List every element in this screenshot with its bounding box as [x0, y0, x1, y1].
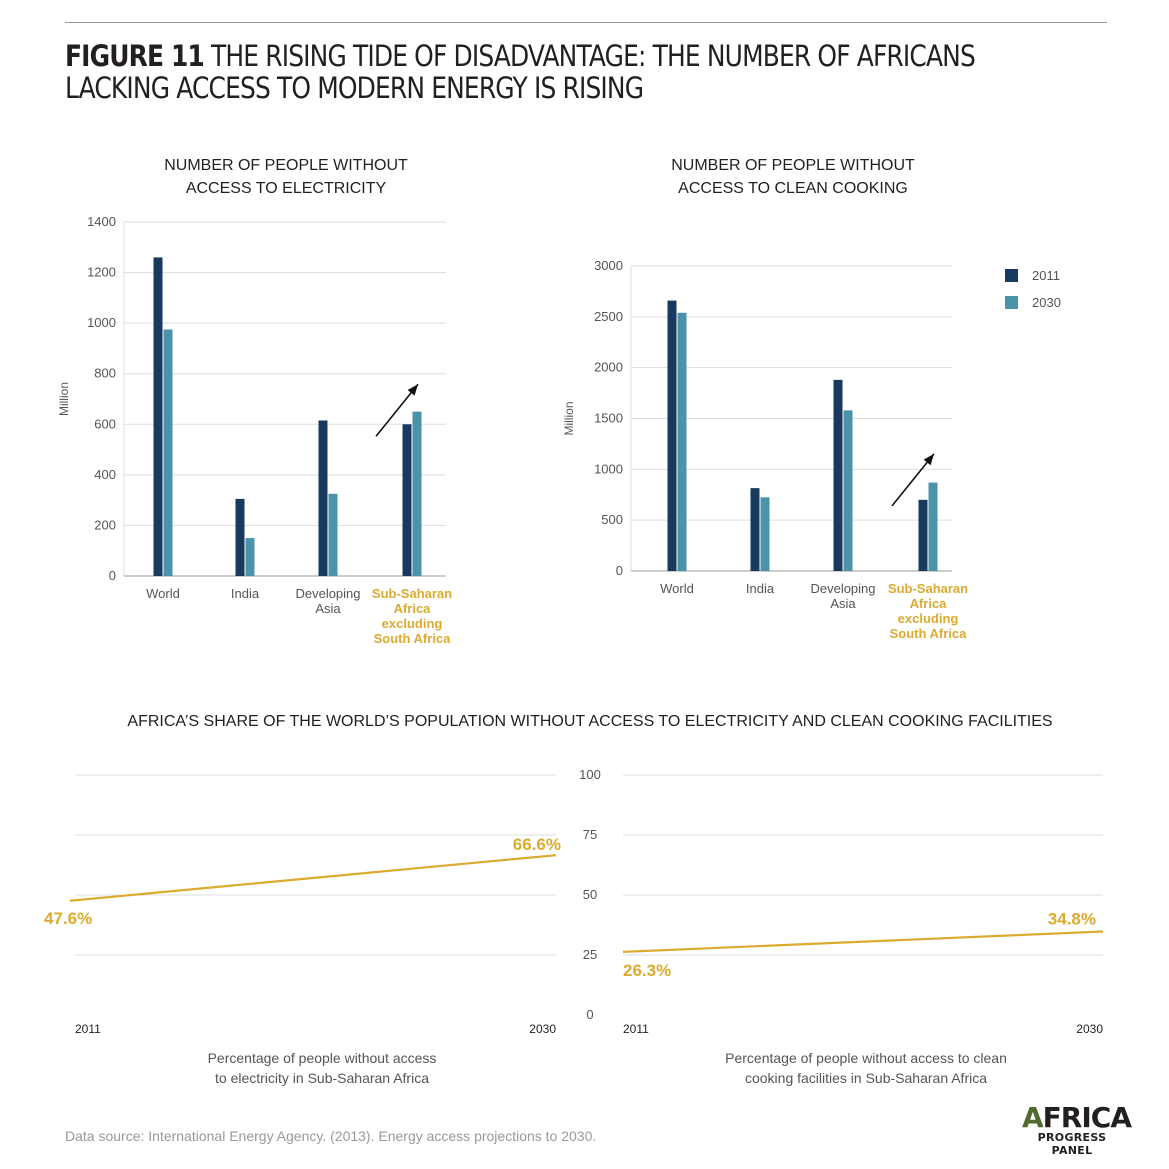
category-label: Developing Asia	[810, 581, 875, 611]
y-tick-label: 0	[616, 563, 623, 578]
legend-item-2030: 2030	[1005, 289, 1061, 316]
y-tick-label: 0	[586, 1007, 593, 1022]
logo-subtitle: PROGRESS PANEL	[1037, 1131, 1107, 1157]
trend-arrow-icon	[891, 453, 935, 507]
bar-2011	[750, 488, 760, 571]
legend-label-2011: 2011	[1032, 268, 1060, 283]
y-tick-label: 50	[583, 887, 597, 902]
value-label: 26.3%	[623, 961, 671, 980]
top-rule	[65, 22, 1107, 23]
value-label: 34.8%	[1048, 909, 1096, 928]
y-tick-label: 100	[579, 767, 601, 782]
value-label: 47.6%	[44, 909, 92, 928]
y-tick-label: 1500	[594, 411, 623, 426]
y-tick-label: 2000	[594, 360, 623, 375]
section-title: AFRICA’S SHARE OF THE WORLD’S POPULATION…	[127, 713, 1053, 730]
y-tick-label: 800	[94, 366, 116, 381]
y-tick-label: 3000	[594, 258, 623, 273]
legend-label-2030: 2030	[1032, 295, 1061, 310]
bar-2011	[318, 420, 328, 576]
y-axis-label: Million	[57, 382, 71, 416]
value-label: 66.6%	[513, 835, 561, 854]
y-tick-label: 1000	[594, 461, 623, 476]
category-label: World	[146, 586, 180, 601]
bar-2030	[843, 410, 853, 571]
y-tick-label: 400	[94, 467, 116, 482]
legend: 2011 2030	[1005, 262, 1061, 316]
figure-title: FIGURE 11 THE RISING TIDE OF DISADVANTAG…	[65, 40, 977, 104]
y-tick-label: 1200	[87, 265, 116, 280]
trend-arrowhead-icon	[923, 453, 934, 466]
bar-2030	[412, 411, 422, 576]
legend-item-2011: 2011	[1005, 262, 1061, 289]
legend-swatch-2030	[1005, 296, 1018, 309]
y-tick-label: 1400	[87, 214, 116, 229]
bar-2030	[328, 493, 338, 576]
y-tick-label: 25	[583, 947, 597, 962]
bar-2011	[667, 300, 677, 571]
trend-arrowhead-icon	[407, 384, 418, 396]
figure-title-text: THE RISING TIDE OF DISADVANTAGE: THE NUM…	[65, 39, 976, 105]
y-tick-label: 2500	[594, 309, 623, 324]
bar-2011	[153, 257, 163, 576]
y-tick-label: 500	[601, 512, 623, 527]
bar-2011	[833, 379, 843, 571]
bar-2030	[245, 538, 255, 576]
y-tick-label: 0	[109, 568, 116, 583]
bar-2011	[918, 499, 928, 571]
y-tick-label: 75	[583, 827, 597, 842]
bar-2011	[235, 498, 245, 576]
x-tick-label: 2030	[529, 1022, 556, 1036]
cooking-chart-title: NUMBER OF PEOPLE WITHOUT ACCESS TO CLEAN…	[671, 157, 915, 197]
category-label: Developing Asia	[295, 586, 360, 616]
x-tick-label: 2011	[75, 1022, 101, 1036]
y-tick-label: 1000	[87, 315, 116, 330]
bar-2030	[760, 497, 770, 571]
y-tick-label: 600	[94, 416, 116, 431]
bar-2030	[163, 329, 173, 576]
electricity-chart-title: NUMBER OF PEOPLE WITHOUT ACCESS TO ELECT…	[164, 157, 408, 197]
y-tick-label: 200	[94, 517, 116, 532]
trend-arrow-icon	[375, 383, 419, 437]
category-label: Sub-Saharan Africa excluding South Africa	[888, 581, 968, 641]
cooking-share-caption: Percentage of people without access to c…	[725, 1050, 1007, 1086]
africa-progress-panel-logo: AFRICA PROGRESS PANEL	[1022, 1101, 1132, 1158]
category-label: Sub-Saharan Africa excluding South Africa	[372, 586, 452, 646]
category-label: World	[660, 581, 694, 596]
category-label: India	[746, 581, 775, 596]
category-label: India	[231, 586, 260, 601]
figure-number: FIGURE 11	[65, 39, 205, 73]
x-tick-label: 2030	[1076, 1022, 1103, 1036]
bar-2011	[402, 424, 412, 576]
electricity-share-caption: Percentage of people without access to e…	[207, 1050, 437, 1086]
cooking-bar-chart: 0 500 1000 1500 2000 2500 3000 Million World Indi…	[562, 258, 968, 641]
data-source: Data source: International Energy Agency…	[65, 1128, 597, 1144]
x-tick-label: 2011	[623, 1022, 649, 1036]
legend-swatch-2011	[1005, 269, 1018, 282]
bar-2030	[928, 482, 938, 571]
share-line	[69, 854, 557, 902]
bar-2030	[677, 312, 687, 571]
y-axis-label: Million	[562, 401, 576, 435]
share-line	[622, 930, 1104, 953]
electricity-bar-chart: 0 200 400 600 800 1000 1200 1400 Million World Ind…	[57, 214, 452, 646]
logo-wordmark: AFRICA	[1022, 1101, 1132, 1134]
